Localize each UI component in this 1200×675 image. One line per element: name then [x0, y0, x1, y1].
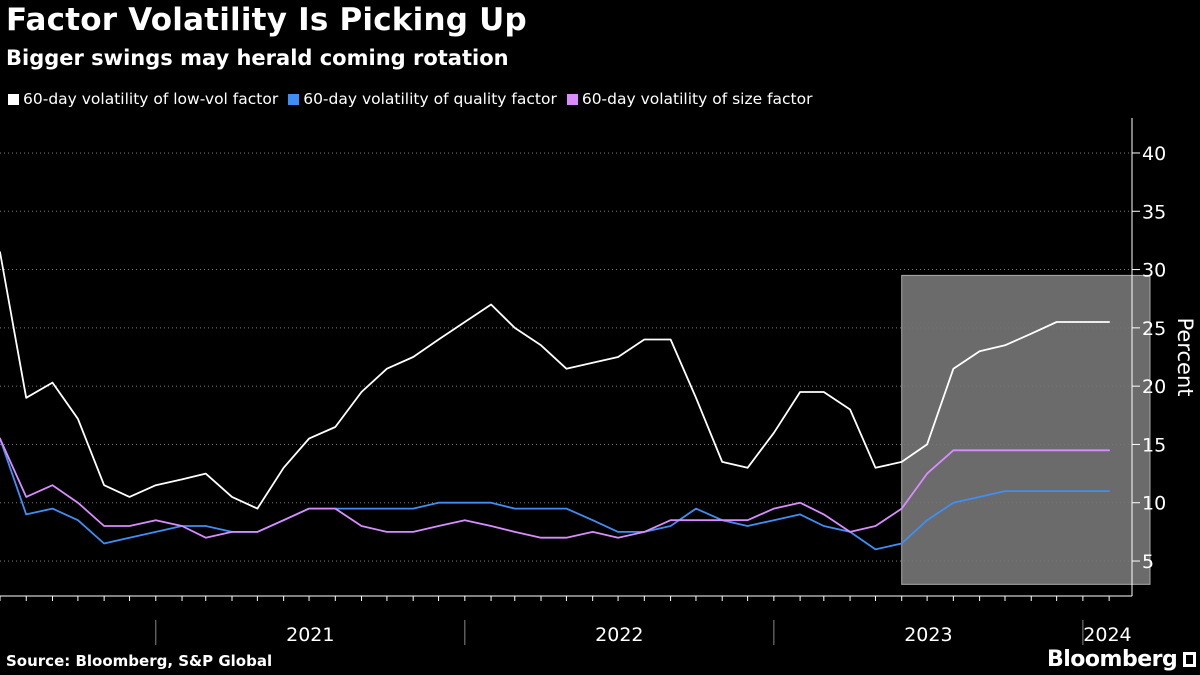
- legend-item-low-vol: 60-day volatility of low-vol factor: [8, 90, 278, 108]
- legend-label-size: 60-day volatility of size factor: [581, 90, 813, 108]
- x-tick-label-2021: 2021: [286, 624, 334, 646]
- y-tick-label-40: 40: [1142, 143, 1166, 165]
- chart-subtitle: Bigger swings may herald coming rotation: [6, 46, 509, 70]
- series-line-low-vol: [0, 251, 1110, 510]
- y-tick-label-30: 30: [1142, 260, 1166, 282]
- y-tick-label-35: 35: [1142, 201, 1166, 223]
- y-tick-label-5: 5: [1142, 551, 1154, 573]
- x-tick-label-2024: 2024: [1083, 624, 1131, 646]
- bloomberg-mark-icon: [1183, 652, 1197, 667]
- chart-title: Factor Volatility Is Picking Up: [6, 2, 527, 38]
- legend: 60-day volatility of low-vol factor 60-d…: [8, 90, 812, 108]
- y-axis-title: Percent: [1173, 317, 1197, 396]
- x-tick-label-2023: 2023: [904, 624, 952, 646]
- series-line-size: [0, 437, 1110, 539]
- brand-name: Bloomberg: [1047, 647, 1178, 672]
- legend-label-quality: 60-day volatility of quality factor: [303, 90, 557, 108]
- y-tick-label-25: 25: [1142, 318, 1166, 340]
- y-tick-label-20: 20: [1142, 376, 1166, 398]
- legend-swatch-low-vol: [8, 93, 19, 105]
- source-note: Source: Bloomberg, S&P Global: [6, 652, 273, 670]
- series-line-quality: [0, 437, 1110, 551]
- x-tick-label-2022: 2022: [595, 624, 643, 646]
- y-tick-label-15: 15: [1142, 434, 1166, 456]
- legend-label-low-vol: 60-day volatility of low-vol factor: [23, 90, 279, 108]
- legend-swatch-quality: [288, 93, 300, 105]
- legend-swatch-size: [566, 93, 578, 105]
- legend-item-quality: 60-day volatility of quality factor: [288, 90, 557, 108]
- bloomberg-logo: Bloomberg: [1047, 647, 1197, 672]
- legend-item-size: 60-day volatility of size factor: [566, 90, 813, 108]
- highlight-region: [901, 274, 1151, 585]
- y-tick-label-10: 10: [1142, 493, 1166, 515]
